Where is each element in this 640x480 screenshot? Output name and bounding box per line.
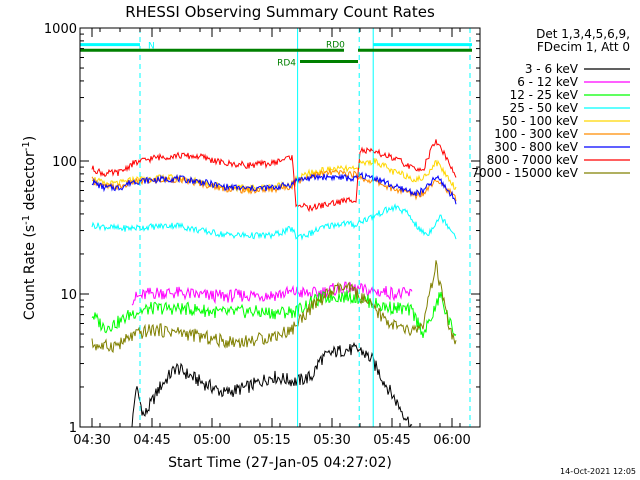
y-tick-label: 1 <box>69 421 77 436</box>
footer-date: 14-Oct-2021 12:05 <box>560 467 636 476</box>
legend-entry-label: 25 - 50 keV <box>510 101 579 115</box>
x-tick-label: 05:45 <box>373 433 410 448</box>
series-line <box>91 290 457 338</box>
annotation-label: RD4 <box>277 58 296 68</box>
x-tick-label: 04:45 <box>133 433 170 448</box>
legend-entry-label: 300 - 800 keV <box>494 140 578 154</box>
legend-entry-label: 12 - 25 keV <box>510 88 579 102</box>
series-line <box>131 341 413 428</box>
x-tick-label: 05:30 <box>313 433 350 448</box>
y-tick-label: 100 <box>52 155 77 170</box>
series-line <box>91 171 457 205</box>
x-axis-label: Start Time (27-Jan-05 04:27:02) <box>168 455 392 471</box>
legend-entry-label: 100 - 300 keV <box>494 127 578 141</box>
x-tick-label: 04:30 <box>73 433 110 448</box>
legend-header-line-2: FDecim 1, Att 0 <box>537 40 630 54</box>
legend-entry-label: 6 - 12 keV <box>517 75 579 89</box>
series-line <box>91 139 457 213</box>
series-line <box>91 260 457 354</box>
annotation-label: N <box>148 42 155 52</box>
annotation-label: RD0 <box>326 40 345 50</box>
axes-layer: 04:30 04:45 05:00 05:15 05:30 05:45 06:00 1 10 10… <box>44 22 481 448</box>
legend: Det 1,3,4,5,6,9, FDecim 1, Att 0 3 - 6 k… <box>471 27 630 180</box>
legend-entry-label: 800 - 7000 keV <box>487 153 579 167</box>
series-line <box>131 281 413 306</box>
guides-layer: N RD0 RD4 <box>79 28 472 427</box>
y-tick-label: 1000 <box>44 22 77 37</box>
x-tick-label: 06:00 <box>433 433 470 448</box>
y-axis-label: Count Rate (s-1 detector-1) <box>21 136 38 320</box>
x-tick-label: 05:00 <box>193 433 230 448</box>
series-layer <box>91 139 457 428</box>
legend-entry-label: 7000 - 15000 keV <box>471 166 578 180</box>
legend-header-line-1: Det 1,3,4,5,6,9, <box>536 27 630 41</box>
series-line <box>91 203 457 241</box>
chart-title: RHESSI Observing Summary Count Rates <box>125 3 435 21</box>
legend-entry-label: 50 - 100 keV <box>502 114 579 128</box>
legend-entry-label: 3 - 6 keV <box>525 62 579 76</box>
x-tick-label: 05:15 <box>253 433 290 448</box>
y-tick-label: 10 <box>60 288 77 303</box>
